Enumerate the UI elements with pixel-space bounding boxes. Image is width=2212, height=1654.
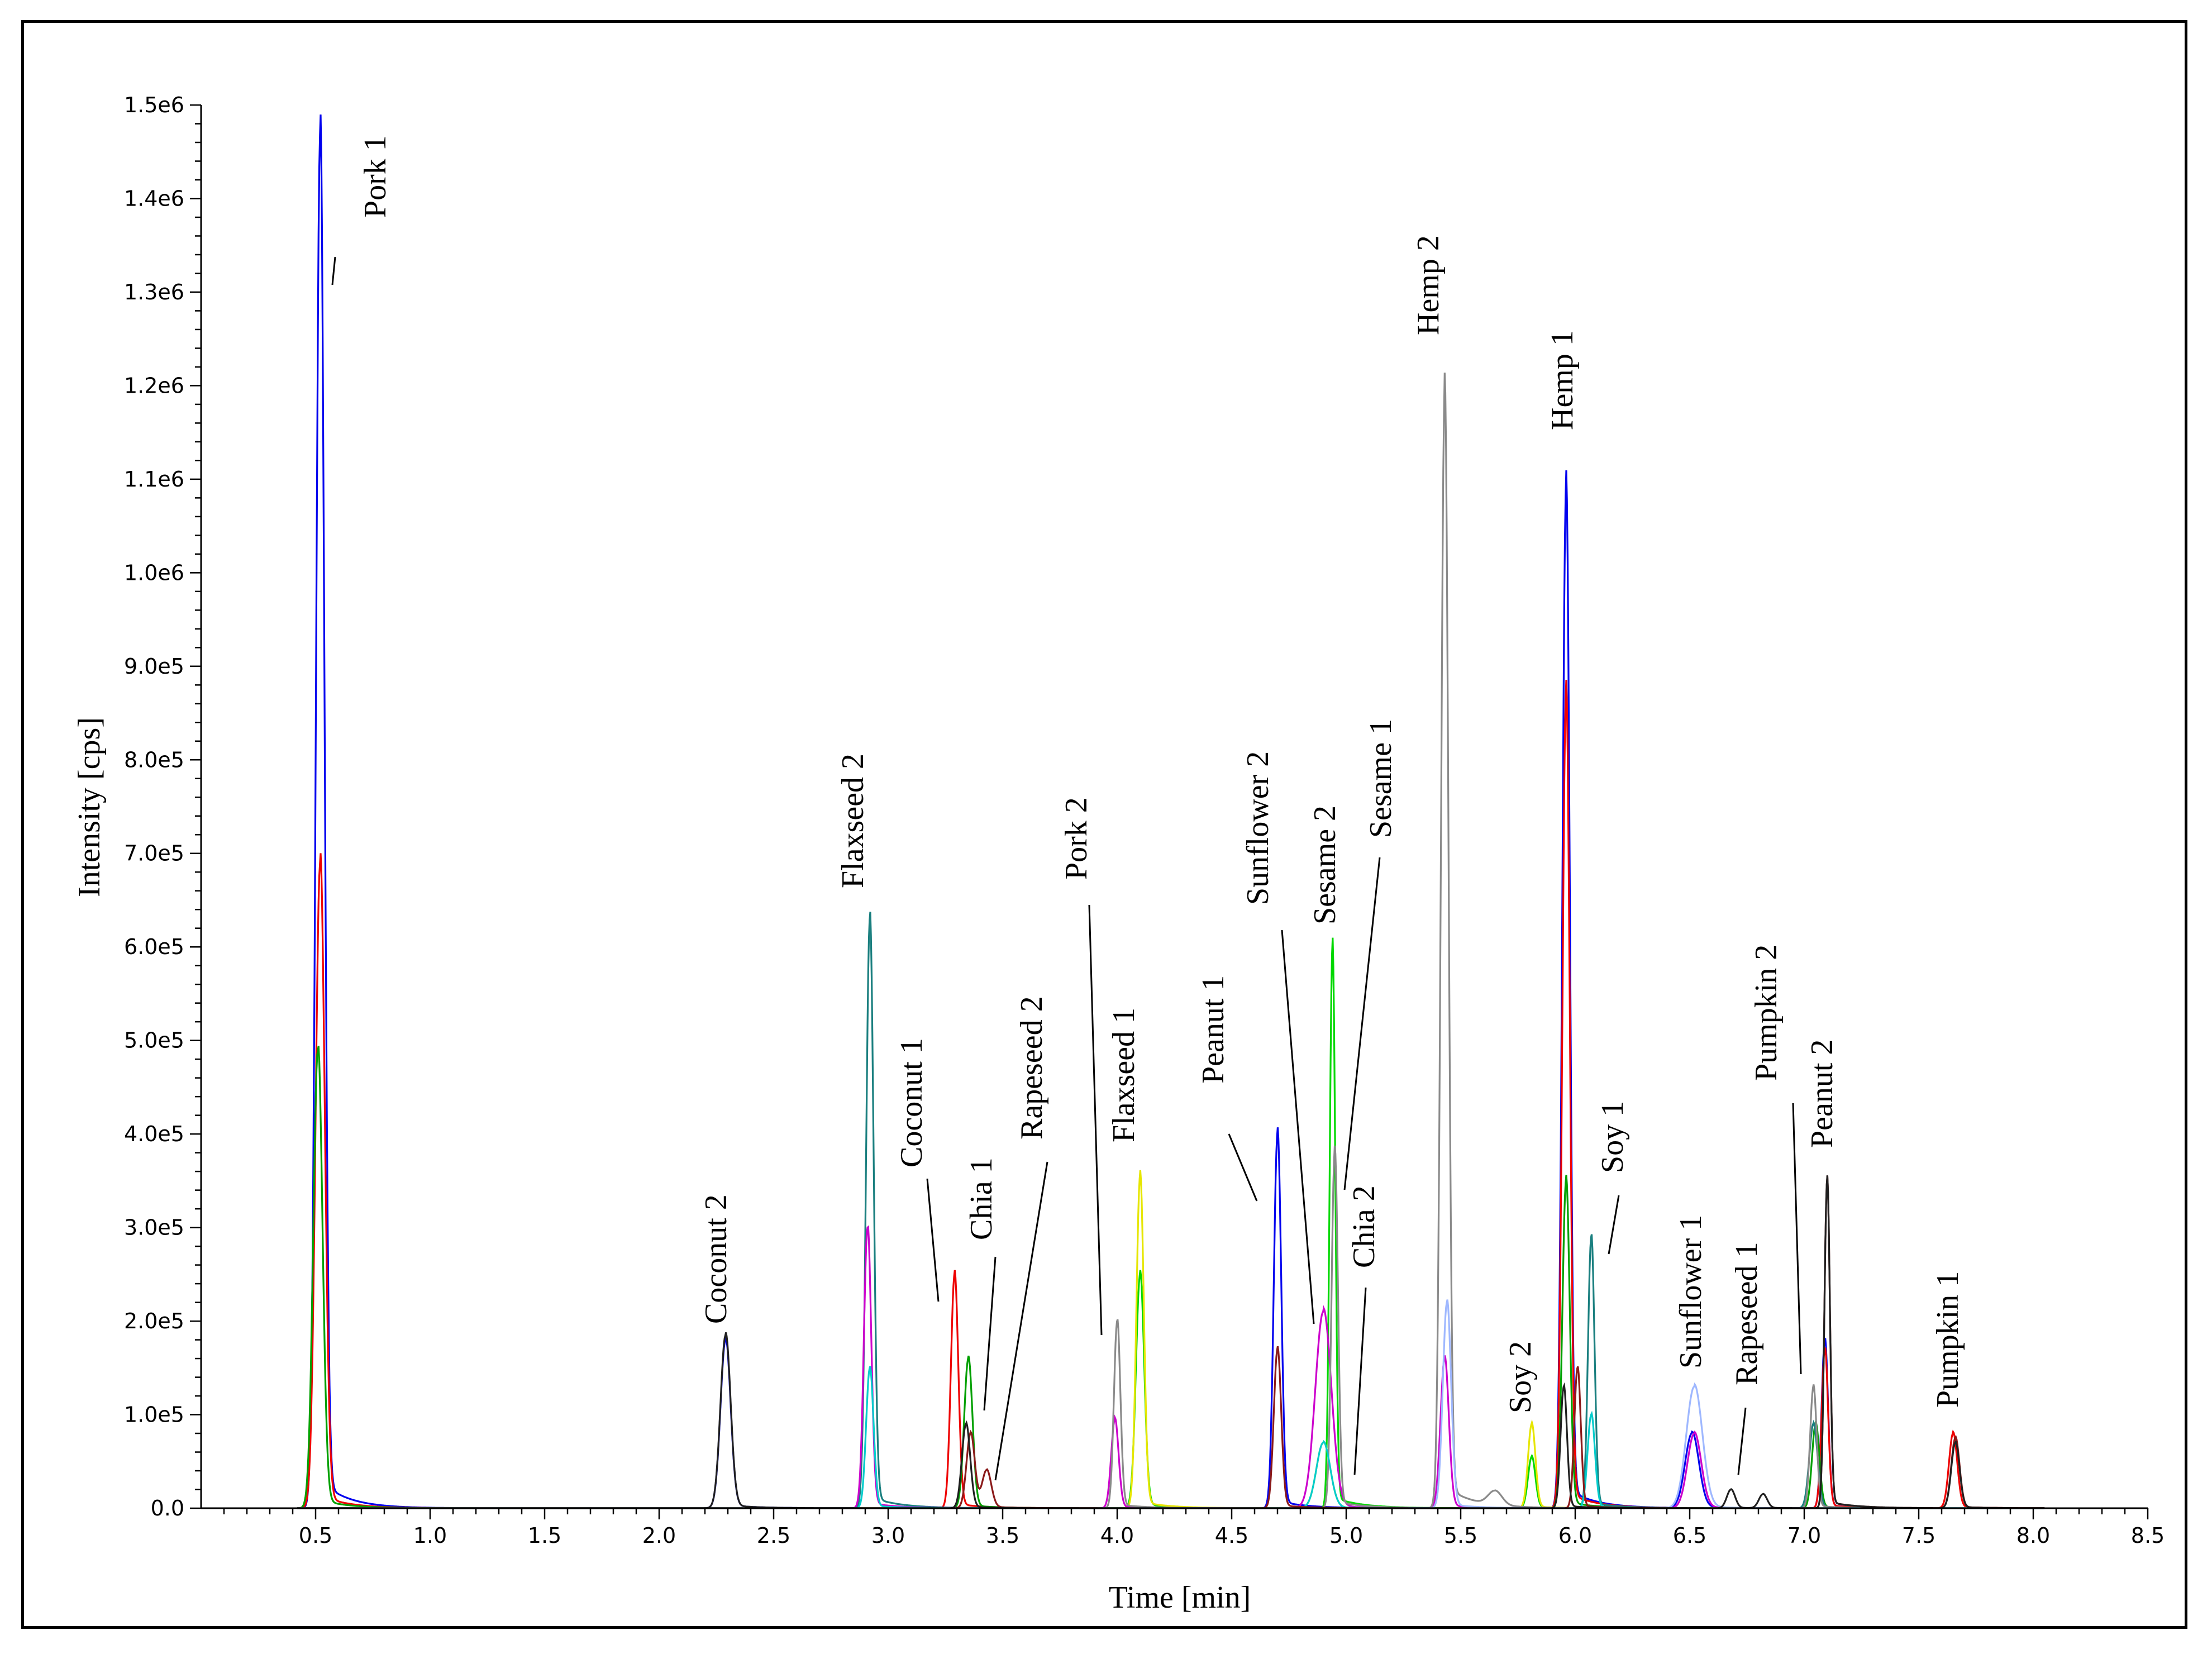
x-axis-title: Time [min]	[1109, 1580, 1251, 1615]
peak-label: Soy 1	[1595, 1101, 1630, 1173]
y-tick-label: 1.0e5	[124, 1403, 184, 1427]
peak-label: Rapeseed 1	[1729, 1242, 1764, 1385]
plot-area	[297, 114, 2045, 1509]
y-tick-label: 5.0e5	[124, 1028, 184, 1053]
peak-label: Pumpkin 2	[1749, 945, 1784, 1081]
leader-line	[926, 1178, 940, 1302]
series-trace-1	[297, 114, 2045, 1509]
y-tick-label: 7.0e5	[124, 841, 184, 866]
series-trace-2	[297, 679, 2045, 1509]
peak-label: Hemp 1	[1545, 330, 1580, 430]
leader-line	[1353, 1287, 1367, 1475]
peak-label: Hemp 2	[1411, 235, 1446, 335]
leader-line	[1792, 1103, 1802, 1375]
peak-label: Peanut 2	[1805, 1040, 1839, 1148]
peak-label: Sesame 1	[1364, 719, 1398, 838]
x-tick-label: 2.0	[642, 1523, 676, 1548]
peak-label: Chia 2	[1347, 1185, 1381, 1268]
peak-label: Sunflower 2	[1241, 751, 1275, 905]
peak-label: Pumpkin 1	[1930, 1271, 1965, 1408]
axes	[200, 105, 2148, 1509]
leader-line	[1737, 1407, 1747, 1475]
x-tick-label: 1.0	[413, 1523, 447, 1548]
peak-label: Pork 2	[1059, 797, 1094, 880]
y-tick-label: 1.2e6	[124, 373, 184, 398]
peak-label: Coconut 2	[699, 1194, 733, 1324]
peak-label: Chia 1	[964, 1157, 999, 1240]
series-trace-10	[297, 1366, 2045, 1509]
x-tick-label: 3.0	[871, 1523, 905, 1548]
peak-label: Peanut 1	[1196, 975, 1231, 1084]
y-tick-label: 1.0e6	[124, 560, 184, 585]
leader-line	[994, 1161, 1048, 1481]
y-tick-label: 8.0e5	[124, 747, 184, 772]
y-tick-label: 6.0e5	[124, 935, 184, 959]
peak-label: Pork 1	[358, 135, 393, 218]
x-tick-label: 7.5	[1902, 1523, 1936, 1548]
leader-line	[331, 256, 336, 285]
peak-label: Rapeseed 2	[1014, 996, 1049, 1140]
y-axis-title: Intensity [cps]	[72, 717, 107, 897]
series-trace-3	[297, 1046, 2045, 1509]
y-tick-label: 0.0	[151, 1496, 184, 1520]
y-tick-label: 1.3e6	[124, 280, 184, 304]
y-tick-label: 3.0e5	[124, 1216, 184, 1240]
x-tick-label: 0.5	[299, 1523, 332, 1548]
peak-label: Flaxseed 1	[1107, 1008, 1141, 1142]
peak-label: Flaxseed 2	[836, 754, 870, 888]
x-tick-label: 4.5	[1215, 1523, 1248, 1548]
leader-line	[1088, 904, 1103, 1336]
y-tick-label: 2.0e5	[124, 1309, 184, 1333]
axis-ticks: 0.5 1.0 1.5 2.0 2.5 3.0 3.5 4.0 4.5 5.0 5.5 6.0 6.5 7…	[124, 93, 2165, 1548]
y-tick-label: 4.0e5	[124, 1122, 184, 1146]
peak-label: Coconut 1	[894, 1038, 929, 1167]
x-tick-label: 8.0	[2016, 1523, 2050, 1548]
x-tick-label: 4.0	[1100, 1523, 1134, 1548]
x-tick-label: 1.5	[528, 1523, 561, 1548]
x-tick-label: 2.5	[757, 1523, 790, 1548]
leader-line	[1608, 1195, 1620, 1255]
series-trace-9	[297, 1299, 2045, 1509]
peak-labels: Pork 1 Coconut 2 Flaxseed 2 Coconut 1 Chia 1…	[331, 135, 1965, 1481]
peak-label: Sunflower 1	[1674, 1215, 1708, 1369]
series-trace-11	[297, 1175, 2045, 1509]
series-trace-8	[297, 373, 2045, 1509]
y-tick-label: 1.5e6	[124, 93, 184, 117]
leader-line	[1281, 930, 1315, 1324]
peak-label: Soy 2	[1503, 1341, 1538, 1413]
series-trace-6	[297, 1170, 2045, 1509]
y-tick-label: 1.1e6	[124, 467, 184, 492]
leader-line	[983, 1256, 997, 1411]
x-tick-label: 8.5	[2131, 1523, 2165, 1548]
x-tick-label: 5.0	[1329, 1523, 1363, 1548]
x-tick-label: 5.5	[1444, 1523, 1477, 1548]
x-tick-label: 6.0	[1558, 1523, 1592, 1548]
series-trace-7	[297, 1225, 2045, 1509]
x-tick-label: 7.0	[1787, 1523, 1821, 1548]
leader-line	[1228, 1133, 1258, 1202]
x-tick-label: 6.5	[1673, 1523, 1706, 1548]
peak-label: Sesame 2	[1308, 805, 1342, 924]
x-tick-label: 3.5	[986, 1523, 1019, 1548]
series-trace-12	[297, 1175, 2045, 1509]
leader-line	[1343, 857, 1381, 1190]
y-tick-label: 9.0e5	[124, 654, 184, 679]
y-tick-label: 1.4e6	[124, 186, 184, 211]
